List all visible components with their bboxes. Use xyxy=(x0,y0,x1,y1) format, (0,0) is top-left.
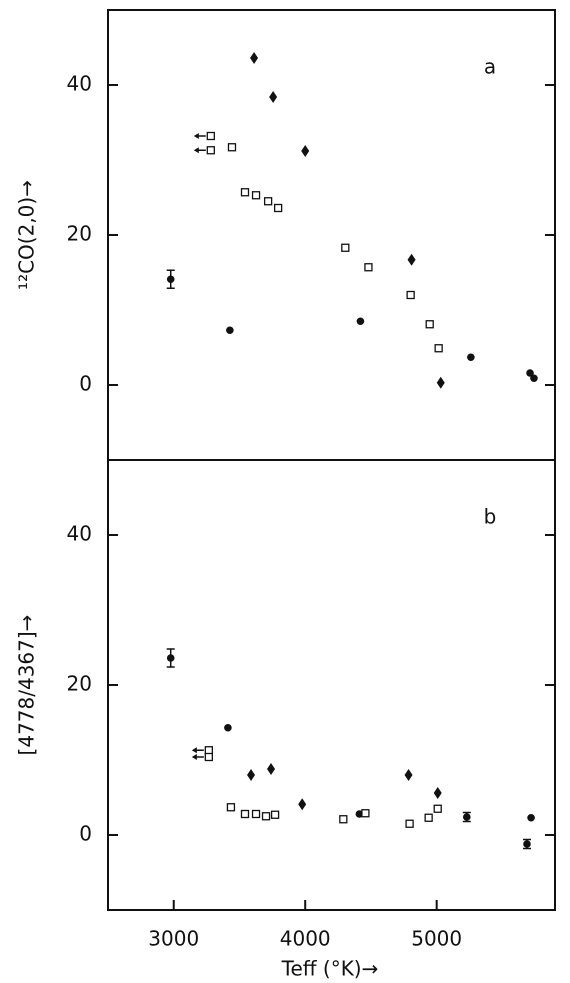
circle-point xyxy=(467,353,475,362)
square-point xyxy=(240,188,250,197)
circle-point xyxy=(526,369,534,377)
circle-point xyxy=(462,813,471,821)
square-point xyxy=(261,812,271,821)
y-tick-label: 40 xyxy=(67,72,92,96)
square-point xyxy=(339,815,348,824)
square-point xyxy=(227,143,237,152)
square-point xyxy=(251,809,261,819)
x-tick-label: 4000 xyxy=(280,927,331,951)
limit-arrow-head xyxy=(191,754,197,760)
square-point xyxy=(226,803,236,812)
circle-point xyxy=(166,275,175,284)
square-point xyxy=(204,752,213,762)
square-point xyxy=(433,804,442,813)
square-point xyxy=(405,819,414,828)
y-tick-label: 0 xyxy=(79,372,92,396)
diamond-point xyxy=(433,787,442,799)
diamond-point xyxy=(436,376,445,389)
square-point xyxy=(263,197,273,206)
panel-label: b xyxy=(484,505,497,529)
x-axis-label: Teff (°K)→ xyxy=(281,957,379,981)
y-tick-label: 20 xyxy=(67,672,92,696)
diamond-point xyxy=(407,253,416,266)
square-point xyxy=(251,191,261,200)
circle-point xyxy=(166,654,175,662)
square-point xyxy=(364,263,373,272)
square-point xyxy=(204,746,213,755)
diamond-point xyxy=(250,52,259,64)
square-point xyxy=(270,810,280,819)
circle-point xyxy=(224,723,232,732)
circle-point xyxy=(527,813,535,822)
y-axis-label: ¹²CO(2,0)→ xyxy=(15,180,39,290)
square-point xyxy=(424,813,433,822)
y-tick-label: 40 xyxy=(67,522,92,546)
diamond-point xyxy=(267,763,276,775)
square-point xyxy=(406,290,415,300)
circle-point xyxy=(530,374,538,383)
square-point xyxy=(240,809,250,819)
circle-point xyxy=(226,326,234,335)
square-point xyxy=(206,131,215,141)
panel-label: a xyxy=(484,55,496,79)
diamond-point xyxy=(298,798,307,811)
limit-arrow-head xyxy=(191,747,197,754)
square-point xyxy=(434,344,443,353)
limit-arrow-head xyxy=(193,133,199,139)
y-tick-label: 0 xyxy=(79,822,92,846)
square-point xyxy=(341,243,350,252)
diamond-point xyxy=(404,769,413,781)
square-point xyxy=(425,320,434,329)
diamond-point xyxy=(247,769,256,781)
x-tick-label: 5000 xyxy=(411,927,462,951)
circle-point xyxy=(523,840,531,848)
diamond-point xyxy=(269,91,278,103)
square-point xyxy=(206,146,215,155)
square-point xyxy=(361,809,370,818)
circle-point xyxy=(356,317,365,326)
limit-arrow-head xyxy=(193,147,199,154)
x-tick-label: 3000 xyxy=(148,927,199,951)
diamond-point xyxy=(301,145,310,157)
y-axis-label: [4778/4367]→ xyxy=(15,615,39,756)
square-point xyxy=(273,203,283,213)
y-tick-label: 20 xyxy=(67,222,92,246)
